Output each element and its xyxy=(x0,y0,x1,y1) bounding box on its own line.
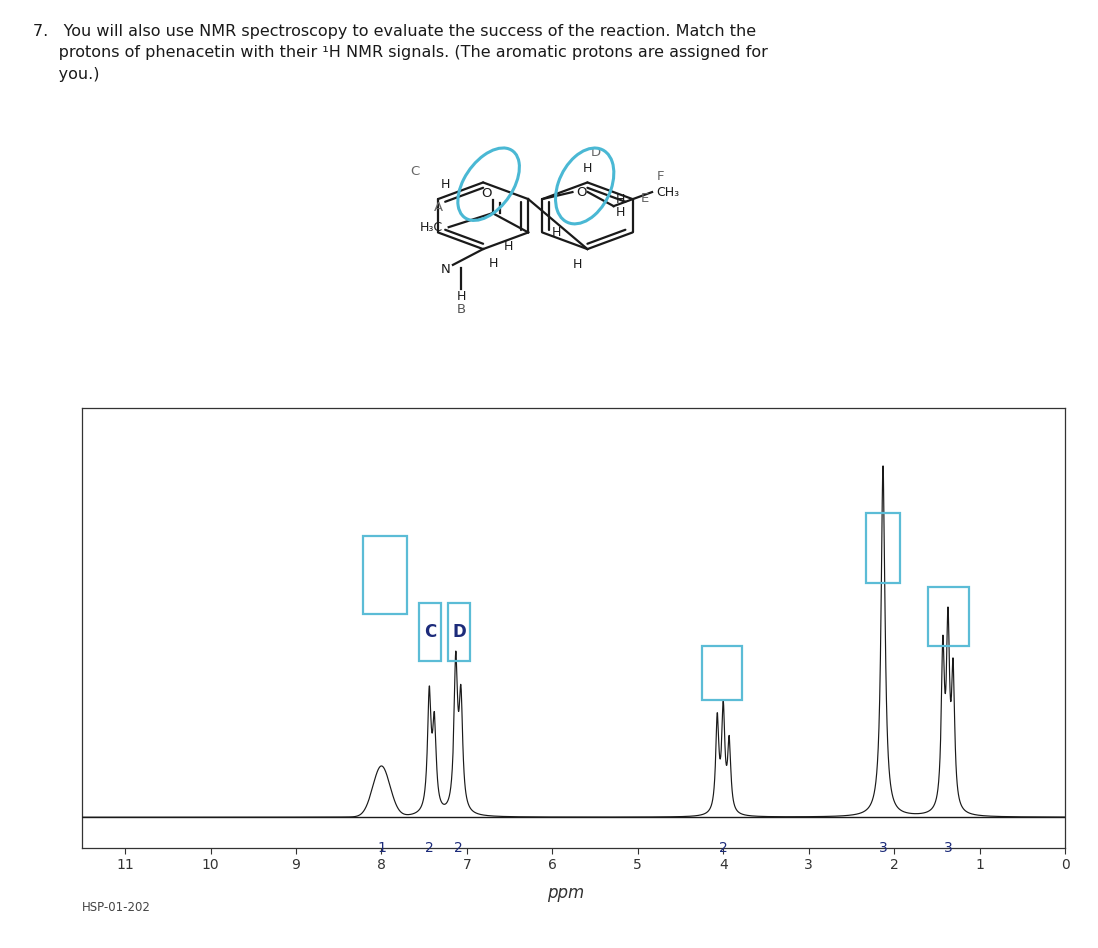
Bar xyxy=(419,603,441,661)
Text: E: E xyxy=(641,191,649,205)
Text: HSP-01-202: HSP-01-202 xyxy=(82,901,152,914)
Text: B: B xyxy=(457,303,466,317)
Text: ppm: ppm xyxy=(547,884,584,902)
Text: H: H xyxy=(573,258,582,271)
Bar xyxy=(448,603,470,661)
Text: H: H xyxy=(457,290,466,303)
Text: H: H xyxy=(504,240,513,253)
Text: H: H xyxy=(552,226,561,239)
Text: N: N xyxy=(440,264,450,277)
Text: 2: 2 xyxy=(453,841,462,855)
Text: 2: 2 xyxy=(719,841,728,855)
Bar xyxy=(928,587,970,646)
Text: H₃C: H₃C xyxy=(421,221,444,233)
Text: H: H xyxy=(440,178,450,191)
Text: 7.   You will also use NMR spectroscopy to evaluate the success of the reaction.: 7. You will also use NMR spectroscopy to… xyxy=(33,24,768,82)
Text: CH₃: CH₃ xyxy=(657,186,680,198)
Bar xyxy=(362,537,407,614)
Text: F: F xyxy=(657,170,664,183)
Text: H: H xyxy=(583,162,592,174)
Text: 3: 3 xyxy=(878,841,887,855)
Text: C: C xyxy=(411,165,419,178)
Text: D: D xyxy=(591,146,601,158)
Text: H: H xyxy=(616,192,625,206)
Text: D: D xyxy=(452,623,466,641)
Text: O: O xyxy=(481,187,491,200)
Text: A: A xyxy=(434,201,444,214)
Text: H: H xyxy=(616,206,625,219)
Text: O: O xyxy=(576,186,586,198)
Text: 2: 2 xyxy=(425,841,434,855)
Bar xyxy=(866,513,900,583)
Text: 1: 1 xyxy=(377,841,385,855)
Text: 3: 3 xyxy=(943,841,952,855)
Text: H: H xyxy=(489,257,498,270)
Bar xyxy=(702,646,742,701)
Text: C: C xyxy=(424,623,436,641)
